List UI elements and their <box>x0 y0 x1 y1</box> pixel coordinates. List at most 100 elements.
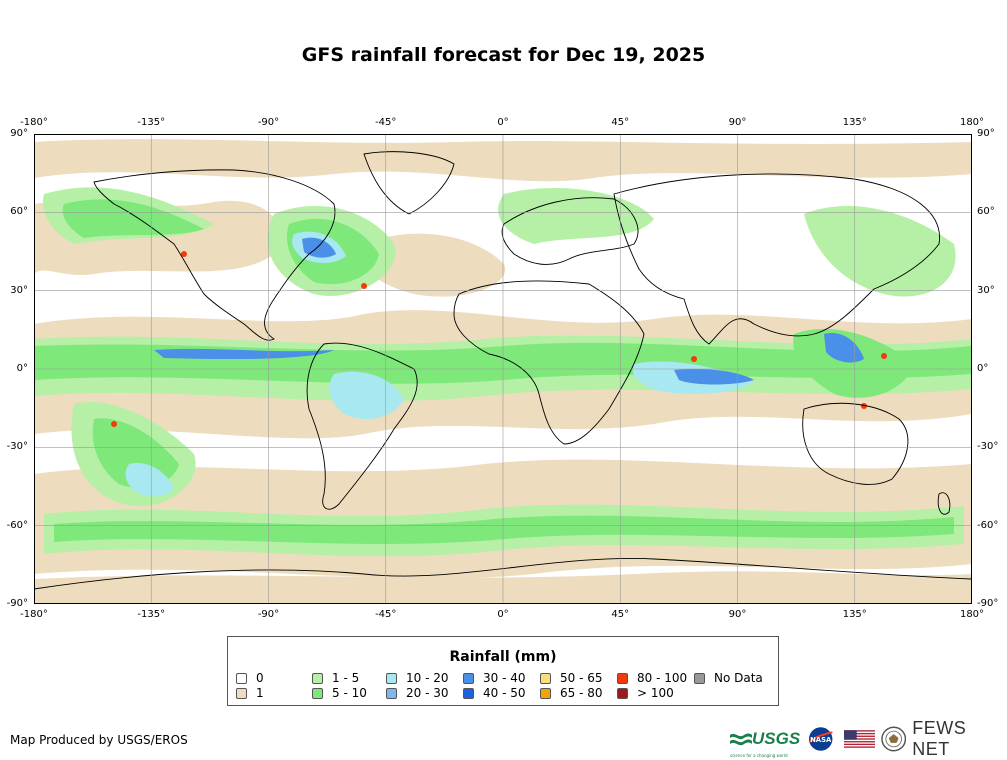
legend-swatch <box>386 688 397 699</box>
legend-item: > 100 <box>617 687 674 700</box>
legend-label: 10 - 20 <box>406 671 449 685</box>
lat-tick-label-left: -30° <box>6 441 28 453</box>
rain-cell-southern-ocean <box>54 515 954 544</box>
legend-swatch <box>540 673 551 684</box>
lat-tick-label-left: 30° <box>10 284 28 296</box>
lat-tick-label-right: 90° <box>977 128 995 139</box>
legend-item: 50 - 65 <box>540 672 603 685</box>
legend-label: 40 - 50 <box>483 686 526 700</box>
coastlines <box>34 151 972 590</box>
map-title: GFS rainfall forecast for Dec 19, 2025 <box>301 44 706 66</box>
legend-label: No Data <box>714 671 763 685</box>
legend-label: 80 - 100 <box>637 671 688 685</box>
lon-tick-label-top: -45° <box>375 117 397 128</box>
lon-tick-label-bottom: -135° <box>137 609 166 620</box>
legend-item: 40 - 50 <box>463 687 526 700</box>
legend-label: 50 - 65 <box>560 671 603 685</box>
graticule <box>34 134 972 604</box>
heavy-rain-spot <box>861 403 867 409</box>
rain-cell-north-pacific <box>62 199 205 238</box>
logo-strip: USGS science for a changing world NASA F… <box>730 718 1007 759</box>
state-dept-seal-icon <box>881 726 907 752</box>
rainfall-map[interactable] <box>34 134 972 604</box>
legend-item: 20 - 30 <box>386 687 449 700</box>
rain-cell-amazon <box>329 371 404 419</box>
map-frame <box>34 134 972 604</box>
lat-tick-label-right: -30° <box>977 441 999 453</box>
north-america-outline <box>93 169 336 341</box>
lat-tick-label-left: -60° <box>6 519 28 531</box>
rain-cell-maritime-continent <box>793 328 914 398</box>
heavy-rain-spot <box>111 421 117 427</box>
legend-item: 10 - 20 <box>386 672 449 685</box>
australia-outline <box>802 402 909 485</box>
lat-tick-label-right: -60° <box>977 519 999 531</box>
lon-tick-label-bottom: 45° <box>611 609 630 620</box>
legend-swatch <box>617 688 628 699</box>
africa-outline <box>453 280 645 445</box>
nasa-logo: NASA <box>809 727 833 751</box>
europe-outline <box>501 197 639 265</box>
rain-band-west-pacific <box>804 205 956 297</box>
legend-label: 0 <box>256 671 264 685</box>
heavy-rain-spot <box>691 356 697 362</box>
lon-tick-label-top: 180° <box>959 117 985 128</box>
legend-swatch <box>312 688 323 699</box>
lon-tick-label-top: -180° <box>20 117 48 128</box>
legend-swatch <box>694 673 705 684</box>
credit-text: Map Produced by USGS/EROS <box>10 733 188 747</box>
legend-item: 30 - 40 <box>463 672 526 685</box>
lon-tick-label-bottom: 135° <box>842 609 867 620</box>
lon-tick-label-bottom: -180° <box>20 609 48 620</box>
lat-tick-label-right: -90° <box>977 598 999 609</box>
legend-label: 1 - 5 <box>332 671 360 685</box>
lat-tick-label-right: 30° <box>977 284 995 296</box>
rain-20-40mm-layer <box>154 237 864 385</box>
lon-tick-label-bottom: 0° <box>497 609 509 620</box>
legend-swatch <box>386 673 397 684</box>
asia-outline <box>613 173 940 345</box>
lon-tick-label-top: -135° <box>137 117 166 128</box>
lon-tick-label-bottom: -45° <box>375 609 397 620</box>
legend-label: 5 - 10 <box>332 686 367 700</box>
lon-tick-label-top: 90° <box>728 117 747 128</box>
lat-tick-label-right: 0° <box>977 363 989 374</box>
legend-label: 65 - 80 <box>560 686 603 700</box>
usgs-logo: USGS science for a changing world <box>730 729 800 758</box>
legend-swatch <box>540 688 551 699</box>
legend-swatch <box>312 673 323 684</box>
rain-core-philippines <box>824 333 864 363</box>
rain-band-north-atlantic <box>361 233 506 297</box>
nasa-wordmark: NASA <box>810 736 832 744</box>
antarctica-outline <box>34 558 972 590</box>
heavy-rain-spot <box>181 251 187 257</box>
lon-tick-label-bottom: -90° <box>257 609 280 620</box>
lon-tick-label-bottom: 180° <box>959 609 985 620</box>
lon-tick-label-top: -90° <box>257 117 280 128</box>
lon-tick-label-bottom: 90° <box>728 609 747 620</box>
lat-tick-label-left: 0° <box>16 363 28 374</box>
heavy-rain-spot <box>361 283 367 289</box>
rain-core-indian-ocean <box>674 368 754 385</box>
legend-item: 1 - 5 <box>312 672 359 685</box>
lon-tick-label-top: 45° <box>611 117 630 128</box>
rain-heavy-layer <box>111 251 887 427</box>
legend-swatch <box>617 673 628 684</box>
legend-item: 5 - 10 <box>312 687 367 700</box>
legend-swatch <box>463 673 474 684</box>
lon-tick-label-top: 135° <box>842 117 867 128</box>
new-zealand-outline <box>937 492 951 515</box>
legend-item: 80 - 100 <box>617 672 687 685</box>
legend-title: Rainfall (mm) <box>449 649 557 665</box>
usgs-wave-icon <box>730 733 752 746</box>
lat-tick-label-left: 90° <box>10 128 28 139</box>
lat-tick-label-left: 60° <box>10 206 28 218</box>
lat-tick-label-right: 60° <box>977 206 995 218</box>
lon-tick-label-top: 0° <box>497 117 509 128</box>
legend-label: 20 - 30 <box>406 686 449 700</box>
heavy-rain-spot <box>881 353 887 359</box>
legend-item: 1 <box>236 687 264 700</box>
legend-item: 0 <box>236 672 264 685</box>
legend-item: 65 - 80 <box>540 687 603 700</box>
